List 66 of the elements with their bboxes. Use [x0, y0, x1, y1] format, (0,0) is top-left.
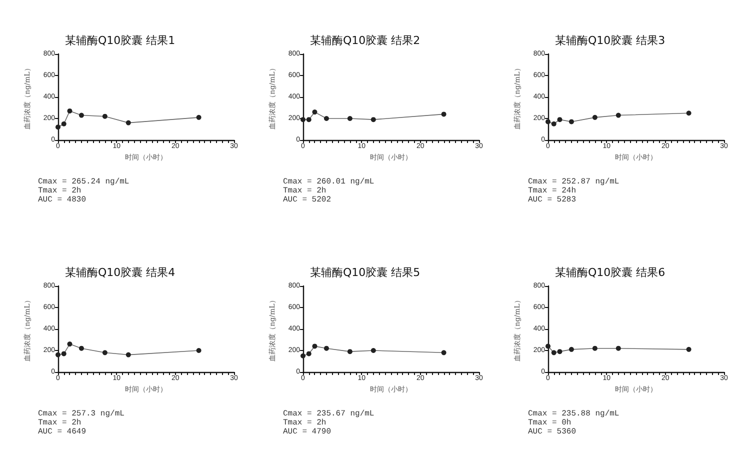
text: Cmax = 235.88 ng/mL: [528, 410, 620, 418]
point: [324, 116, 329, 121]
point: [324, 346, 329, 351]
point: [616, 112, 621, 118]
point: [568, 346, 574, 352]
point: [370, 117, 376, 122]
text: Cmax = 260.01 ng/mL: [283, 178, 374, 186]
text: Tmax = 2h: [283, 186, 326, 196]
point: [686, 346, 692, 352]
text: Cmax = 257.3 ng/mL: [38, 410, 125, 418]
point: [551, 350, 556, 356]
point: [67, 342, 72, 347]
point: [102, 114, 108, 119]
point: [616, 346, 621, 351]
chart-title: 某辅酶Q10胶囊 结果4: [65, 266, 176, 279]
chart-title: 某辅酶Q10胶囊 结果5: [310, 266, 420, 279]
point: [126, 120, 131, 126]
point: [196, 348, 202, 353]
text: AUC = 5202: [283, 196, 332, 204]
point: [686, 110, 692, 116]
chart-title: 某辅酶Q10胶囊 结果1: [65, 34, 176, 47]
text: Tmax = 2h: [38, 186, 82, 196]
point: [441, 350, 446, 356]
point: [568, 119, 574, 124]
point: [546, 344, 550, 349]
text: Tmax = 0h: [528, 418, 572, 428]
text: Cmax = 235.67 ng/mL: [283, 410, 374, 418]
point: [300, 353, 306, 358]
text: Tmax = 2h: [38, 418, 82, 428]
text: AUC = 5283: [528, 196, 576, 204]
chart-title: 某辅酶Q10胶囊 结果3: [555, 34, 666, 47]
point: [78, 112, 84, 118]
point: [592, 346, 598, 351]
point: [592, 114, 598, 120]
point: [551, 121, 556, 126]
chart-title: 某辅酶Q10胶囊 结果6: [555, 266, 666, 279]
point: [300, 117, 306, 122]
point: [306, 351, 312, 356]
point: [61, 121, 66, 126]
point: [312, 344, 318, 349]
text: Tmax = 2h: [283, 418, 326, 428]
point: [370, 348, 376, 353]
point: [306, 117, 312, 122]
point: [557, 349, 562, 354]
text: AUC = 4790: [283, 428, 332, 436]
point: [347, 349, 352, 354]
text: AUC = 4830: [38, 196, 86, 204]
text: AUC = 5360: [528, 428, 576, 436]
point: [557, 117, 562, 122]
chart-title: 某辅酶Q10胶囊 结果2: [310, 34, 420, 47]
text: Cmax = 252.87 ng/mL: [528, 178, 620, 186]
point: [67, 108, 72, 114]
text: AUC = 4649: [38, 428, 86, 436]
point: [441, 112, 446, 117]
point: [78, 346, 84, 351]
text: Cmax = 265.24 ng/mL: [38, 178, 130, 186]
point: [126, 352, 131, 358]
point: [312, 110, 318, 115]
point: [196, 114, 202, 120]
point: [347, 116, 352, 121]
point: [546, 119, 550, 124]
text: Tmax = 24h: [528, 186, 576, 196]
point: [61, 351, 66, 356]
point: [56, 124, 60, 130]
point: [102, 350, 108, 356]
point: [56, 352, 60, 358]
